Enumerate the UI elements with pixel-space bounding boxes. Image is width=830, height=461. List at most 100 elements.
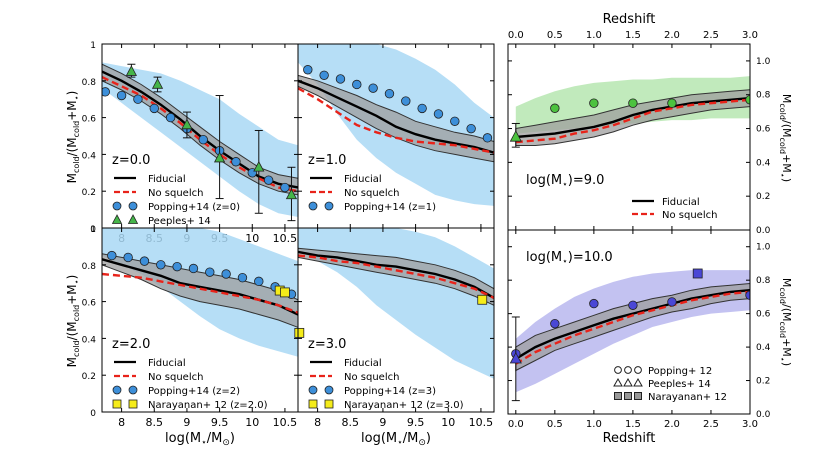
popping-point	[368, 83, 378, 93]
popping-point	[107, 250, 117, 261]
mass-panel-legend: Fiducial No squelch Popping+14 (z=1)	[308, 174, 436, 213]
right-y-tick-label: 0.6	[756, 310, 771, 320]
legend-label: Narayanan+ 12 (z=2.0)	[148, 400, 268, 411]
x-tick-label: 10.5	[469, 416, 494, 429]
right-ylabel-bottom: Mcold/(Mcold+M⋆)	[778, 278, 793, 366]
peeples-point	[253, 160, 265, 172]
popping-point	[589, 298, 599, 309]
x-tick-label: 10.5	[273, 232, 298, 245]
popping-point	[550, 103, 560, 113]
fiducial-line	[515, 289, 750, 360]
legend-narayanan-marker	[624, 392, 632, 400]
legend-label: Popping+14 (z=3)	[344, 386, 436, 397]
popping-point	[745, 95, 750, 105]
popping-point	[417, 103, 427, 114]
y-tick-label: 0	[90, 409, 96, 419]
right-y-tick-label: 0.8	[756, 276, 771, 286]
svg-text:Mcold/(Mcold+M⋆): Mcold/(Mcold+M⋆)	[65, 275, 81, 368]
svg-text:Mcold/(Mcold+M⋆): Mcold/(Mcold+M⋆)	[778, 94, 793, 182]
legend-label: Popping+ 12	[648, 366, 712, 377]
redshift-panel-1: 0.0 0.2 0.4 0.6 0.8 1.0 0.0 0.5 1.0 1.5 2.0 2.5 3.0 l…	[507, 30, 771, 236]
legend-label: No squelch	[344, 372, 399, 383]
redshift-bottom-label: Redshift	[603, 431, 656, 446]
legend-popping-marker	[324, 201, 334, 211]
popping-point	[102, 87, 110, 97]
top-x-tick-label: 2.5	[703, 30, 719, 41]
legend-narayanan-marker	[112, 399, 122, 409]
popping-point	[149, 103, 159, 114]
top-x-tick-label: 2.0	[664, 30, 680, 41]
panel-redshift-label: z=2.0	[112, 337, 150, 352]
mass-panel-plot-area	[298, 228, 494, 379]
legend-label: Peeples+ 14	[648, 379, 711, 390]
nosquelch-line	[298, 87, 494, 154]
legend-peeples-marker	[613, 377, 623, 387]
popping-point	[667, 98, 677, 108]
legend-label: Fiducial	[344, 174, 382, 185]
right-y-tick-label: 0.8	[756, 91, 771, 101]
mass-panel-1: 88.599.51010.500.20.40.60.81z=0.0Fiducia…	[82, 41, 299, 245]
popping-point	[384, 88, 395, 99]
popping-point	[667, 297, 677, 307]
plots-layer: 8 8.5 9 9.5 10 10.5 0 0.2 0.4 0.6 0.8 1 z=0.0 Fiducia…	[82, 30, 771, 430]
mass-panel-plot-area	[298, 44, 494, 206]
y-tick-label: 1	[90, 225, 96, 235]
y-tick-label: 0.8	[82, 78, 97, 88]
popping-point	[263, 175, 274, 185]
x-tick-label: 9.5	[407, 416, 425, 429]
popping-point	[172, 261, 182, 272]
redshift-panel-frame	[507, 229, 751, 415]
popping-point	[450, 116, 460, 126]
popping-point	[401, 96, 411, 106]
top-x-tick-label: 1.5	[625, 30, 641, 41]
fiducial-range-band	[298, 74, 494, 163]
legend-popping-marker	[308, 201, 318, 211]
top-x-tick-label: 3.0	[742, 30, 758, 41]
x-tick-label: 10	[441, 416, 455, 429]
legend-peeples-marker	[623, 377, 633, 387]
peeples-point	[509, 351, 522, 364]
mass-panel-4: 8 8.5 9 9.5 10 10.5 z=3.0 Fiducial No squelch Pop…	[297, 227, 495, 429]
legend-popping-marker	[614, 366, 622, 374]
mass-panel-frame	[297, 227, 495, 413]
svg-text:Mcold/(Mcold+M⋆): Mcold/(Mcold+M⋆)	[778, 278, 793, 366]
popping-point	[433, 109, 444, 119]
legend-label: Fiducial	[148, 358, 186, 369]
mass-xlabel-left: log(M⋆/M⊙)	[165, 431, 235, 448]
right-y-tick-label: 0.0	[756, 410, 771, 420]
popping-point	[589, 98, 599, 108]
popping-point	[165, 112, 176, 123]
legend-popping-marker	[112, 201, 122, 211]
popping-point	[198, 134, 208, 145]
legend-narayanan-marker	[308, 399, 318, 409]
legend-label: No squelch	[148, 188, 203, 199]
x-tick-label: 8	[118, 416, 125, 429]
mass-panel-legend: Fiducial No squelch Popping+14 (z=0) Peeple…	[111, 174, 240, 227]
x-tick-label: 8.5	[342, 416, 360, 429]
legend-label: Fiducial	[344, 358, 382, 369]
y-tick-label: 0.6	[82, 115, 97, 125]
panel-redshift-label: z=0.0	[112, 153, 150, 168]
legend-label: No squelch	[148, 372, 203, 383]
legend-popping-marker	[128, 201, 138, 211]
x-tick-label: 9.5	[211, 416, 229, 429]
popping-point	[335, 74, 346, 84]
redshift-panel-2: 0.0 0.2 0.4 0.6 0.8 1.0 0.0 0.5 1.0 1.5 2.0 2.5 3.0 l…	[507, 229, 771, 430]
right-ylabel-top: Mcold/(Mcold+M⋆)	[778, 94, 793, 182]
right-y-tick-label: 1.0	[756, 57, 771, 67]
popping-point	[156, 260, 166, 270]
popping-point	[116, 90, 127, 101]
right-y-tick-label: 0.0	[756, 226, 771, 236]
peeples-point	[285, 188, 298, 200]
legend-label: Narayanan+ 12	[648, 392, 727, 403]
legend-narayanan-marker	[324, 399, 334, 409]
panel-mass-label: log(M⋆)=9.0	[526, 173, 604, 190]
legend-popping-marker	[308, 385, 318, 395]
popping-point	[319, 70, 329, 80]
right-y-tick-label: 0.4	[756, 158, 771, 168]
x-tick-label: 9	[379, 416, 386, 429]
popping-point	[133, 94, 143, 104]
legend-label: Peeples+ 14	[148, 216, 211, 227]
popping-point	[628, 98, 638, 108]
y-tick-label: 0.2	[82, 188, 96, 198]
